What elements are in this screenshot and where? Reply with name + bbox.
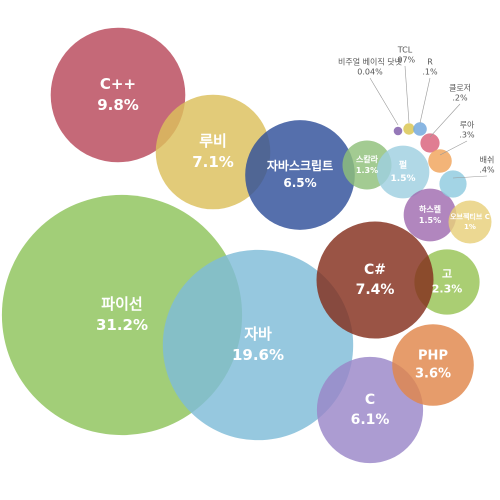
bubble-name: PHP (418, 348, 448, 363)
leader-line (429, 103, 461, 138)
bubble-value: 1.5% (419, 216, 441, 225)
bubble-value: .2% (452, 94, 468, 103)
bubble (448, 200, 492, 244)
bubble (439, 170, 467, 198)
bubble-name: 하스켈 (419, 204, 441, 214)
leader-line (439, 140, 468, 156)
bubble-value: .07% (395, 56, 416, 65)
bubble-name: C (365, 392, 375, 408)
bubble-value: 1.3% (356, 166, 378, 175)
bubble-name: R (427, 58, 433, 67)
bubble-value: 9.8% (97, 96, 139, 114)
bubble-value: 6.1% (351, 412, 390, 428)
bubble-name: 비주얼 베이직 닷넷 (338, 57, 402, 67)
bubble-name: C++ (100, 75, 136, 93)
bubble-name: 오브젝티브 C (450, 212, 490, 221)
leader-line (369, 77, 399, 126)
bubble (393, 126, 403, 136)
bubble-value: 6.5% (283, 176, 316, 190)
bubble-name: 파이선 (101, 295, 142, 313)
bubble-value: 1% (464, 223, 476, 231)
bubble-value: .1% (422, 68, 438, 77)
bubble (376, 145, 430, 199)
bubble (428, 149, 452, 173)
bubble-value: 31.2% (96, 316, 148, 334)
bubble-value: 19.6% (232, 346, 284, 364)
bubble (413, 122, 427, 136)
bubble (155, 94, 271, 210)
bubble-name: 스칼라 (356, 154, 379, 164)
bubble-name: 루아 (460, 120, 475, 130)
bubble-name: 펄 (399, 159, 407, 171)
bubble-name: 클로저 (449, 84, 471, 93)
leader-line (404, 65, 410, 124)
bubble-name: 배쉬 (480, 156, 495, 165)
bubble-value: 7.1% (192, 153, 234, 171)
bubble-value: 7.4% (356, 282, 395, 298)
bubble (316, 356, 424, 464)
bubble-value: 1.5% (391, 174, 416, 184)
bubble-value: 2.3% (432, 283, 463, 296)
bubble (403, 123, 415, 135)
bubble (245, 120, 355, 230)
bubble-name: 자바 (244, 325, 272, 343)
bubble (420, 133, 440, 153)
leader-line (452, 175, 488, 179)
bubble (162, 249, 354, 441)
bubble (316, 221, 434, 339)
bubble (50, 27, 186, 163)
bubble-name: 고 (442, 267, 452, 280)
bubble-name: 루비 (199, 132, 227, 150)
bubble-name: 자바스크립트 (267, 158, 333, 173)
bubble (392, 324, 474, 406)
bubble-value: 0.04% (357, 68, 383, 77)
bubble-name: C# (364, 262, 386, 278)
bubble-name: TCL (397, 46, 413, 55)
bubble (403, 188, 457, 242)
bubble-value: .3% (459, 131, 475, 140)
leader-line (419, 77, 431, 124)
bubble-value: .4% (479, 166, 495, 175)
bubble-value: 3.6% (415, 367, 451, 382)
